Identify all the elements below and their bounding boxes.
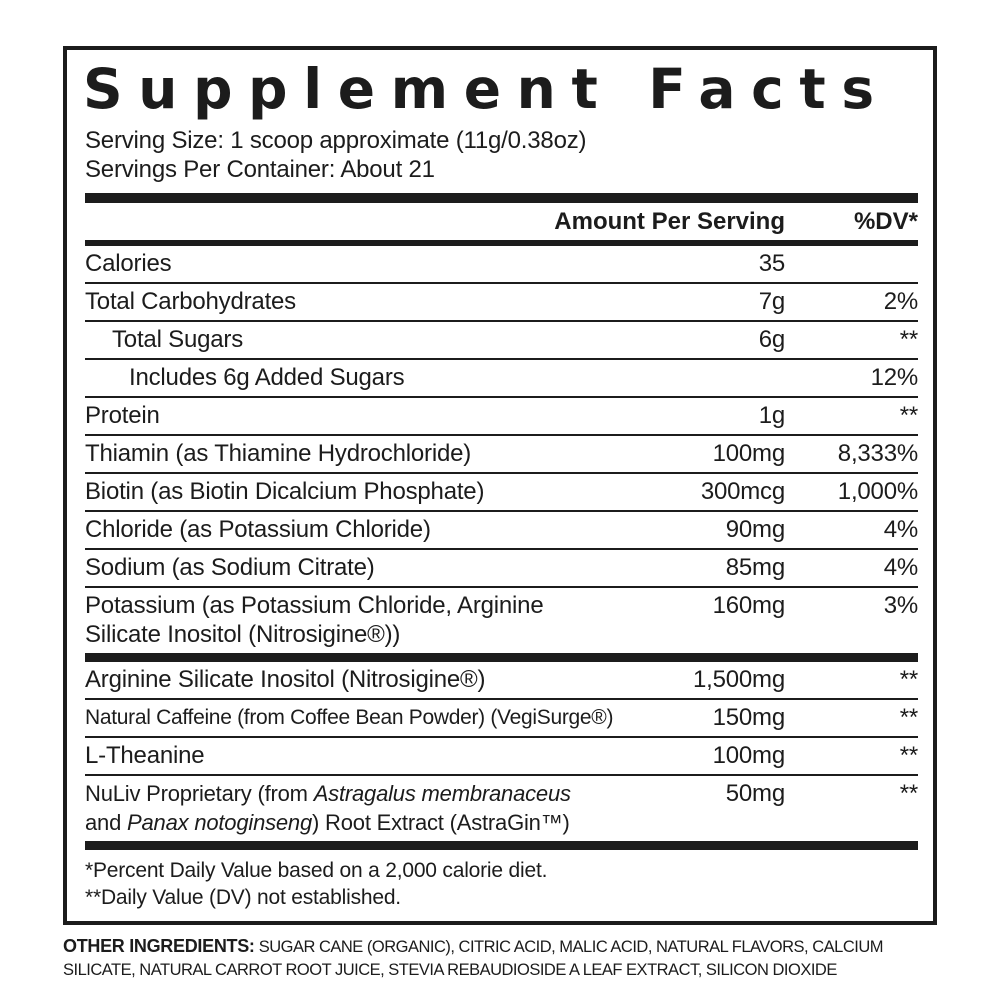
nutrient-name: Sodium (as Sodium Citrate) xyxy=(85,554,375,581)
nutrient-name: Chloride (as Potassium Chloride) xyxy=(85,516,431,543)
nutrient-dv: ** xyxy=(899,704,918,731)
label-area: Supplement Facts Serving Size: 1 scoop a… xyxy=(63,46,937,982)
nutrient-amount: 50mg xyxy=(725,780,785,807)
footnotes: *Percent Daily Value based on a 2,000 ca… xyxy=(85,850,918,911)
nutrient-amount: 35 xyxy=(758,250,785,277)
other-ingredients-text: SUGAR CANE (ORGANIC), CITRIC ACID, MALIC… xyxy=(63,938,884,979)
table-row: Total Carbohydrates 7g 2% xyxy=(85,282,918,320)
nutrient-name: Potassium (as Potassium Chloride, Argini… xyxy=(85,592,544,648)
nutrient-dv: 3% xyxy=(883,592,918,619)
nutrient-name: Protein xyxy=(85,402,160,429)
other-ingredients: OTHER INGREDIENTS: SUGAR CANE (ORGANIC),… xyxy=(63,935,937,982)
nutrient-name-text: NuLiv Proprietary (from xyxy=(85,781,314,806)
nutrient-name: Calories xyxy=(85,250,172,277)
table-row: Thiamin (as Thiamine Hydrochloride) 100m… xyxy=(85,434,918,472)
serving-size-line: Serving Size: 1 scoop approximate (11g/0… xyxy=(85,127,587,154)
column-header-dv: %DV* xyxy=(853,208,918,235)
header-row: Amount Per Serving %DV* xyxy=(85,203,918,240)
nutrient-name-text: and xyxy=(85,810,128,835)
species-name: Astragalus membranaceus xyxy=(313,781,571,806)
nutrient-name: Biotin (as Biotin Dicalcium Phosphate) xyxy=(85,478,485,505)
panel-title: Supplement Facts xyxy=(83,57,890,121)
nutrient-amount: 85mg xyxy=(725,554,785,581)
nutrient-dv: 12% xyxy=(870,364,919,391)
table-row: Sodium (as Sodium Citrate) 85mg 4% xyxy=(85,548,918,586)
nutrient-amount: 100mg xyxy=(712,440,786,467)
nutrient-name-text: ) Root Extract (AstraGin™) xyxy=(312,810,570,835)
table-row: Calories 35 xyxy=(85,246,918,282)
table-row: Protein 1g ** xyxy=(85,396,918,434)
nutrient-amount: 160mg xyxy=(712,592,786,619)
nutrient-name: Natural Caffeine (from Coffee Bean Powde… xyxy=(85,706,614,729)
nutrient-dv: 8,333% xyxy=(837,440,918,467)
nutrient-dv: ** xyxy=(899,326,918,353)
top-divider xyxy=(85,193,918,203)
table-row: L-Theanine 100mg ** xyxy=(85,736,918,774)
nutrient-dv: 2% xyxy=(883,288,918,315)
nutrient-name: Total Carbohydrates xyxy=(85,288,296,315)
nutrient-name: Arginine Silicate Inositol (Nitrosigine®… xyxy=(85,666,486,693)
nutrient-amount: 90mg xyxy=(725,516,785,543)
nutrient-amount: 1g xyxy=(758,402,785,429)
table-row: Total Sugars 6g ** xyxy=(85,320,918,358)
nutrient-dv: ** xyxy=(899,780,918,807)
nutrient-dv: ** xyxy=(899,402,918,429)
supplement-facts-panel: Supplement Facts Serving Size: 1 scoop a… xyxy=(63,46,937,925)
header-divider xyxy=(85,240,918,246)
bottom-divider xyxy=(85,841,918,850)
nutrient-amount: 6g xyxy=(758,326,785,353)
column-header-amount: Amount Per Serving xyxy=(554,208,785,235)
nutrient-dv: ** xyxy=(899,742,918,769)
table-row: Biotin (as Biotin Dicalcium Phosphate) 3… xyxy=(85,472,918,510)
table-row: Includes 6g Added Sugars 12% xyxy=(85,358,918,396)
section-divider xyxy=(85,653,918,662)
footnote-dv-not-established: **Daily Value (DV) not established. xyxy=(85,886,401,909)
nutrient-dv: 4% xyxy=(883,516,918,543)
servings-per-container-line: Servings Per Container: About 21 xyxy=(85,156,435,183)
footnote-dv-basis: *Percent Daily Value based on a 2,000 ca… xyxy=(85,859,548,882)
nutrient-name: Total Sugars xyxy=(112,326,244,353)
nutrient-name: Includes 6g Added Sugars xyxy=(129,364,405,391)
nutrient-dv: ** xyxy=(899,666,918,693)
nutrient-amount: 7g xyxy=(758,288,785,315)
nutrient-name: NuLiv Proprietary (from Astragalus membr… xyxy=(85,779,625,837)
other-ingredients-label: OTHER INGREDIENTS: xyxy=(63,936,255,956)
nutrient-dv: 1,000% xyxy=(837,478,918,505)
nutrient-name: Thiamin (as Thiamine Hydrochloride) xyxy=(85,440,472,467)
table-row: Natural Caffeine (from Coffee Bean Powde… xyxy=(85,698,918,736)
table-row: Chloride (as Potassium Chloride) 90mg 4% xyxy=(85,510,918,548)
table-row: Arginine Silicate Inositol (Nitrosigine®… xyxy=(85,662,918,698)
nutrient-dv: 4% xyxy=(883,554,918,581)
nutrient-amount: 150mg xyxy=(712,704,786,731)
species-name: Panax notoginseng xyxy=(127,810,313,835)
nutrient-amount: 1,500mg xyxy=(693,666,785,693)
nutrient-amount: 100mg xyxy=(712,742,786,769)
nutrient-name: L-Theanine xyxy=(85,742,205,769)
nutrient-amount: 300mcg xyxy=(700,478,785,505)
table-row: Potassium (as Potassium Chloride, Argini… xyxy=(85,586,918,653)
table-row: NuLiv Proprietary (from Astragalus membr… xyxy=(85,774,918,841)
